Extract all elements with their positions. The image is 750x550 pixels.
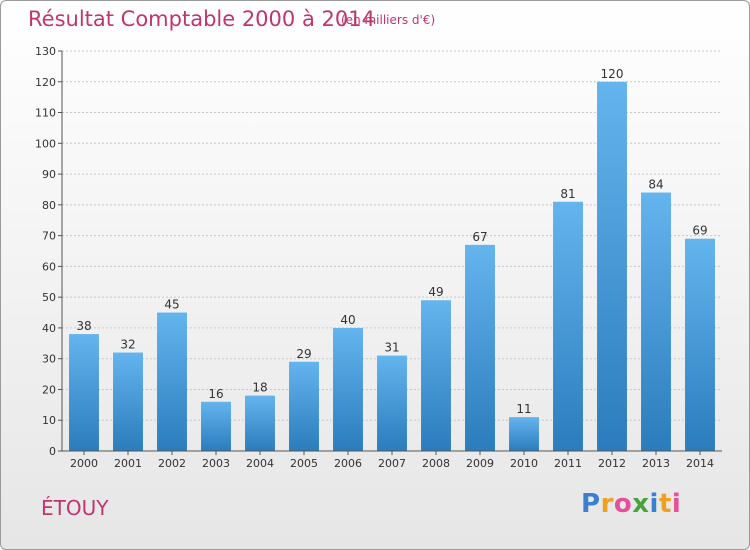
x-tick-label-2004: 2004	[246, 457, 274, 470]
chart-title: Résultat Comptable 2000 à 2014	[28, 7, 375, 31]
x-tick-label-2009: 2009	[466, 457, 494, 470]
value-label-2014: 69	[692, 224, 707, 238]
x-tick-label-2001: 2001	[114, 457, 142, 470]
bar-2012	[597, 81, 627, 452]
x-tick-label-2014: 2014	[686, 457, 714, 470]
y-tick-label: 120	[35, 76, 56, 89]
proxiti-logo: Proxiti	[581, 489, 681, 519]
x-tick-label-2011: 2011	[554, 457, 582, 470]
logo-letter: o	[613, 489, 633, 519]
x-tick-label-2013: 2013	[642, 457, 670, 470]
bar-2009	[465, 244, 495, 451]
logo-letter: t	[658, 489, 672, 519]
bar-2006	[333, 327, 363, 451]
x-tick-label-2005: 2005	[290, 457, 318, 470]
value-label-2009: 67	[472, 230, 487, 244]
y-tick-label: 20	[42, 383, 56, 396]
y-tick-label: 10	[42, 414, 56, 427]
bar-2002	[157, 312, 187, 451]
bar-2000	[69, 334, 99, 451]
y-tick-label: 130	[35, 45, 56, 58]
chart-unit: (en milliers d'€)	[341, 13, 436, 27]
y-tick-label: 50	[42, 291, 56, 304]
x-tick-label-2007: 2007	[378, 457, 406, 470]
x-tick-label-2010: 2010	[510, 457, 538, 470]
value-label-2006: 40	[340, 313, 355, 327]
bar-2005	[289, 361, 319, 451]
x-tick-label-2008: 2008	[422, 457, 450, 470]
logo-letter: x	[632, 489, 650, 519]
y-tick-label: 0	[49, 445, 56, 458]
x-tick-label-2006: 2006	[334, 457, 362, 470]
bar-2001	[113, 352, 143, 451]
value-label-2011: 81	[560, 187, 575, 201]
value-label-2004: 18	[252, 381, 267, 395]
commune-name: ÉTOUY	[41, 496, 109, 520]
x-tick-label-2003: 2003	[202, 457, 230, 470]
y-tick-label: 90	[42, 168, 56, 181]
value-label-2007: 31	[384, 341, 399, 355]
value-label-2005: 29	[296, 347, 311, 361]
bar-2003	[201, 401, 231, 451]
x-tick-label-2002: 2002	[158, 457, 186, 470]
value-label-2013: 84	[648, 178, 663, 192]
logo-letter: r	[600, 489, 614, 519]
bar-2004	[245, 395, 275, 451]
x-tick-label-2000: 2000	[70, 457, 98, 470]
labels-layer: 0 10 20 30 40 50 60 70 80 90 100 110 120 130 38 2000 32 2…	[35, 45, 714, 470]
y-tick-label: 40	[42, 322, 56, 335]
logo-letter: i	[671, 489, 682, 519]
y-tick-label: 70	[42, 230, 56, 243]
y-tick-label: 110	[35, 107, 56, 120]
x-tick-label-2012: 2012	[598, 457, 626, 470]
axis-layer	[58, 50, 722, 455]
bar-2008	[421, 300, 451, 451]
value-label-2003: 16	[208, 387, 223, 401]
bar-2010	[509, 417, 539, 451]
bar-2007	[377, 355, 407, 451]
y-tick-label: 60	[42, 260, 56, 273]
bar-2013	[641, 192, 671, 452]
logo-letter: P	[581, 489, 601, 519]
value-label-2000: 38	[76, 319, 91, 333]
logo-letter: i	[649, 489, 659, 519]
value-label-2010: 11	[516, 402, 531, 416]
value-label-2001: 32	[120, 338, 135, 352]
bar-2014	[685, 238, 715, 451]
bar-2011	[553, 201, 583, 451]
value-label-2008: 49	[428, 285, 443, 299]
y-tick-label: 100	[35, 137, 56, 150]
value-label-2012: 120	[601, 67, 624, 81]
bars-layer	[69, 81, 715, 452]
y-tick-label: 30	[42, 353, 56, 366]
value-label-2002: 45	[164, 298, 179, 312]
y-tick-label: 80	[42, 199, 56, 212]
